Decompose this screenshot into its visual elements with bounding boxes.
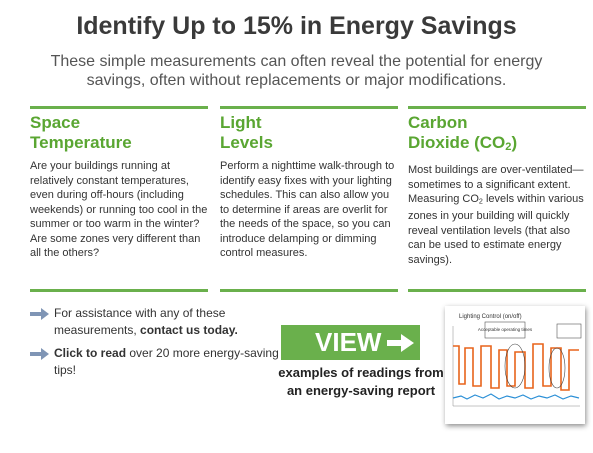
heading: Space Temperature <box>30 113 208 153</box>
caption: examples of readings from an energy-savi… <box>278 365 444 398</box>
link-text: over 20 more energy-saving tips! <box>54 346 279 377</box>
report-thumbnail[interactable]: Lighting Control (on/off) Acceptable ope… <box>445 306 585 424</box>
body: Are your buildings running at relatively… <box>30 159 208 261</box>
thumbnail-note: Acceptable operating times <box>478 327 533 332</box>
title: Identify Up to 15% in Energy Savings <box>76 12 517 40</box>
link-row[interactable]: Click to read over 20 more energy-saving… <box>30 345 284 379</box>
column: Carbon Dioxide (CO2) Most buildings are o… <box>408 106 586 292</box>
heading: Carbon Dioxide (CO2) <box>408 113 586 157</box>
button-label: VIEW <box>315 327 382 357</box>
body-text: levels within various zones in your buil… <box>408 193 584 266</box>
thumbnail-title: Lighting Control (on/off) <box>459 314 522 320</box>
body: Most buildings are over-ventilated—somet… <box>408 163 586 267</box>
column: Light Levels Perform a nighttime walk-thr… <box>220 106 398 292</box>
body-text: Are your buildings running at relatively… <box>30 160 208 259</box>
heading-line: Temperature <box>30 133 132 152</box>
heading: Light Levels <box>220 113 398 153</box>
view-button[interactable]: VIEW <box>281 325 420 360</box>
heading-line: Levels <box>220 133 273 152</box>
arrow-icon <box>387 334 414 352</box>
heading-line: Carbon <box>408 113 468 132</box>
heading-line: ) <box>511 133 518 152</box>
subtitle: These simple measurements can often reve… <box>50 53 543 89</box>
heading-line: Space <box>30 113 81 132</box>
subscript: 2 <box>505 141 512 154</box>
body: Perform a nighttime walk-through to iden… <box>220 159 398 261</box>
link-text: For assistance with any of these measure… <box>54 306 226 337</box>
body-text: Most buildings are over-ventilated—somet… <box>408 164 584 206</box>
subscript: 2 <box>478 197 483 206</box>
body-text: Perform a nighttime walk-through to iden… <box>220 160 395 259</box>
heading-line: Dioxide (CO <box>408 133 506 152</box>
arrow-icon <box>30 308 49 320</box>
arrow-icon <box>30 348 49 360</box>
link[interactable]: Click to read <box>54 346 127 360</box>
thumbnail-chart: Lighting Control (on/off) Acceptable ope… <box>452 314 582 407</box>
heading-line: Light <box>220 113 262 132</box>
link-row[interactable]: For assistance with any of these measure… <box>30 305 284 339</box>
link[interactable]: contact us today. <box>140 323 238 337</box>
column: Space Temperature Are your buildings runn… <box>30 106 208 292</box>
